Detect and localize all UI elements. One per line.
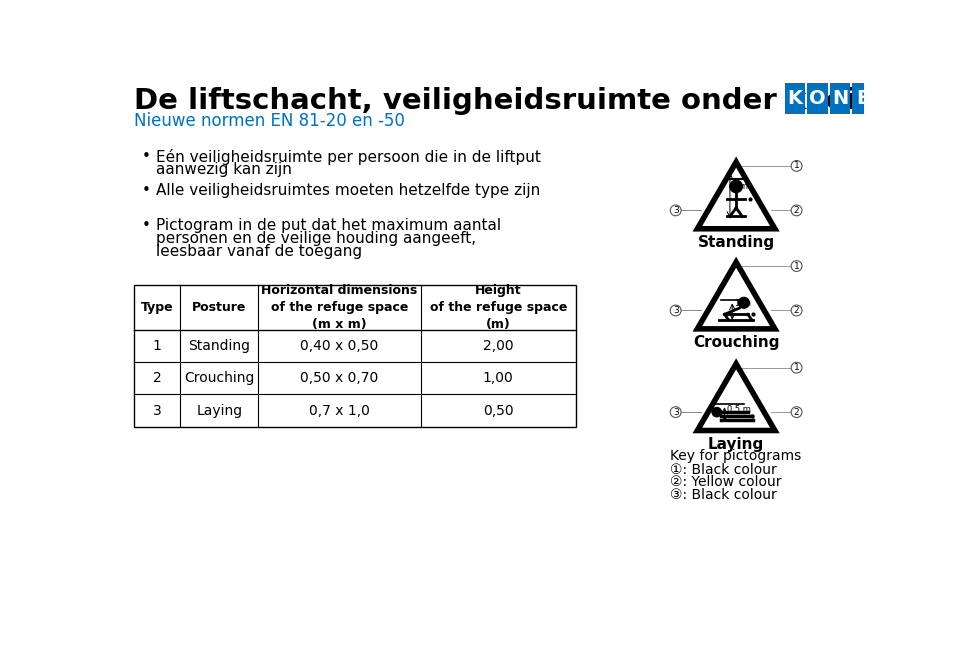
Text: N: N: [832, 89, 848, 108]
Circle shape: [670, 407, 681, 417]
Circle shape: [791, 407, 802, 417]
Text: ②: Yellow colour: ②: Yellow colour: [670, 475, 781, 489]
Bar: [785, 83, 805, 114]
Text: 0,50: 0,50: [483, 403, 514, 418]
Text: Height
of the refuge space
(m): Height of the refuge space (m): [429, 284, 567, 331]
Text: ③: Black colour: ③: Black colour: [670, 487, 777, 502]
Text: •: •: [142, 149, 151, 164]
Text: 3: 3: [673, 306, 679, 315]
Bar: [134, 285, 576, 427]
Text: 2: 2: [794, 407, 800, 417]
Text: aanwezig kan zijn: aanwezig kan zijn: [156, 162, 292, 177]
Circle shape: [791, 161, 802, 171]
Polygon shape: [697, 262, 775, 329]
Text: Laying: Laying: [708, 437, 764, 452]
Text: Standing: Standing: [188, 339, 251, 353]
Text: 2: 2: [794, 306, 800, 315]
Text: •: •: [142, 184, 151, 198]
Circle shape: [791, 362, 802, 373]
Text: Type: Type: [141, 301, 174, 314]
Text: Key for pictograms: Key for pictograms: [670, 449, 802, 463]
Text: 1: 1: [794, 161, 800, 171]
Text: 1,00: 1,00: [483, 371, 514, 385]
Polygon shape: [697, 364, 775, 430]
Text: 0,5 m: 0,5 m: [727, 405, 751, 415]
Text: 2: 2: [794, 206, 800, 215]
Text: 3: 3: [673, 407, 679, 417]
Text: leesbaar vanaf de toegang: leesbaar vanaf de toegang: [156, 244, 362, 259]
Text: Laying: Laying: [196, 403, 242, 418]
Bar: [807, 83, 828, 114]
Text: •: •: [142, 218, 151, 233]
Text: ①: Black colour: ①: Black colour: [670, 463, 777, 477]
Text: 0,40 x 0,50: 0,40 x 0,50: [300, 339, 378, 353]
Circle shape: [670, 305, 681, 316]
Text: E: E: [855, 89, 869, 108]
Text: personen en de veilige houding aangeeft,: personen en de veilige houding aangeeft,: [156, 231, 476, 246]
Text: Posture: Posture: [192, 301, 247, 314]
Bar: [852, 83, 873, 114]
Circle shape: [738, 297, 750, 308]
Text: 1 m: 1 m: [734, 299, 751, 308]
Circle shape: [730, 180, 742, 193]
Text: 1: 1: [153, 339, 161, 353]
Text: Horizontal dimensions
of the refuge space
(m x m): Horizontal dimensions of the refuge spac…: [261, 284, 418, 331]
Text: 2,00: 2,00: [483, 339, 514, 353]
Text: Crouching: Crouching: [184, 371, 254, 385]
Circle shape: [791, 205, 802, 216]
Polygon shape: [697, 162, 775, 229]
Bar: [829, 83, 850, 114]
Text: K: K: [787, 89, 803, 108]
Circle shape: [670, 205, 681, 216]
Text: Crouching: Crouching: [693, 335, 780, 350]
Text: Nieuwe normen EN 81-20 en -50: Nieuwe normen EN 81-20 en -50: [134, 112, 405, 130]
Text: 2: 2: [153, 371, 161, 385]
Text: 3: 3: [673, 206, 679, 215]
Text: Alle veiligheidsruimtes moeten hetzelfde type zijn: Alle veiligheidsruimtes moeten hetzelfde…: [156, 184, 540, 198]
Circle shape: [791, 305, 802, 316]
Text: De liftschacht, veiligheidsruimte onder kooi: De liftschacht, veiligheidsruimte onder …: [134, 87, 855, 115]
Text: Standing: Standing: [698, 235, 775, 250]
Text: 0,50 x 0,70: 0,50 x 0,70: [300, 371, 378, 385]
Text: 1: 1: [794, 363, 800, 372]
Text: 3: 3: [153, 403, 161, 418]
Text: O: O: [809, 89, 826, 108]
Circle shape: [791, 260, 802, 272]
Text: 1: 1: [794, 262, 800, 270]
Circle shape: [712, 407, 721, 417]
Text: Eén veiligheidsruimte per persoon die in de liftput: Eén veiligheidsruimte per persoon die in…: [156, 149, 540, 165]
Text: Pictogram in de put dat het maximum aantal: Pictogram in de put dat het maximum aant…: [156, 218, 501, 233]
Text: 0,7 x 1,0: 0,7 x 1,0: [309, 403, 370, 418]
Text: 2 m: 2 m: [732, 182, 748, 191]
